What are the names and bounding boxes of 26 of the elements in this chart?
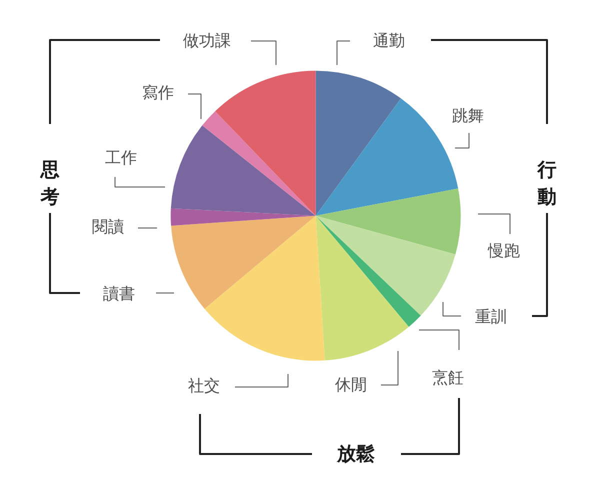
slice-label: 慢跑 [487,241,520,260]
slice-label: 讀書 [103,284,135,303]
pie-slice [171,216,316,309]
slice-label: 社交 [188,376,220,395]
pie-slice [316,216,456,316]
slice-label: 跳舞 [452,106,484,125]
pie-slice [316,216,409,360]
slice-label: 工作 [105,148,137,167]
slice-label: 重訓 [475,307,507,326]
pie-slice [170,208,316,226]
slice-label: 閱讀 [92,217,124,236]
text: 行動 [536,159,556,208]
pie-slice [215,70,316,216]
pie-slice [170,125,316,216]
pie-slice [204,216,325,360]
slice-label: 烹飪 [432,368,464,387]
slice-label: 做功課 [183,31,231,50]
pie-slice [316,188,461,254]
slice-label: 通勤 [373,31,405,50]
pie-slice [316,70,401,216]
text: 思考 [40,159,60,208]
slice-label: 寫作 [142,83,174,102]
pie-slice [202,111,316,216]
text: 放鬆 [336,443,375,465]
slice-label: 休閒 [335,375,367,394]
pie-slice [316,216,421,327]
